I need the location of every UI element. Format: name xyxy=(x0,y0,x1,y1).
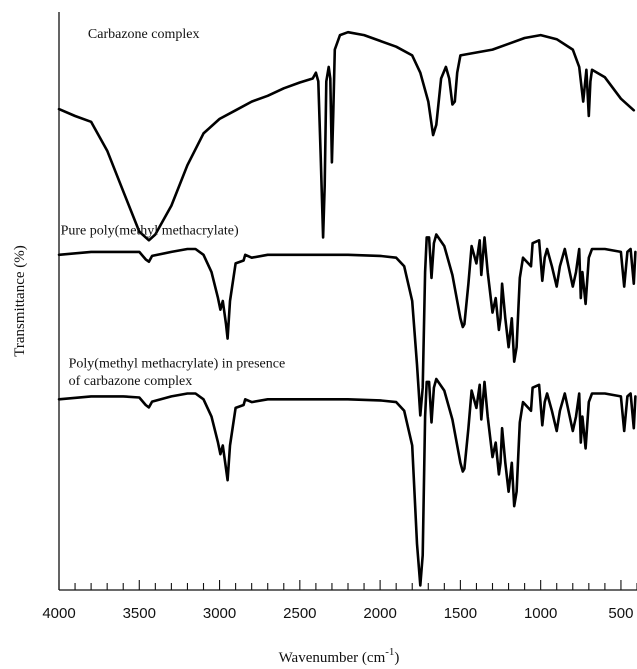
series-label: Pure poly(methyl methacrylate) xyxy=(61,224,239,239)
x-axis-label-close: ) xyxy=(394,650,399,666)
x-axis-label-main: Wavenumber (cm xyxy=(279,650,386,666)
x-tick-label: 4000 xyxy=(42,605,75,622)
x-tick-label: 1500 xyxy=(444,605,477,622)
x-axis-label: Wavenumber (cm-1) xyxy=(279,646,400,666)
x-tick-label: 2500 xyxy=(283,605,316,622)
x-tick-label: 1000 xyxy=(524,605,557,622)
spectra xyxy=(57,30,637,587)
spectrum-line-2 xyxy=(57,233,637,417)
x-axis-label-superscript: -1 xyxy=(385,646,394,658)
series-label: of carbazone complex xyxy=(69,374,193,389)
x-tick-label: 3000 xyxy=(203,605,236,622)
x-axis-ticks xyxy=(58,580,637,590)
x-tick-label: 3500 xyxy=(123,605,156,622)
y-axis-label: Transmittance (%) xyxy=(12,245,28,357)
series-label: Carbazone complex xyxy=(88,27,200,42)
x-axis-tick-labels: 4000 3500 3000 2500 2000 1500 1000 500 xyxy=(42,605,633,622)
spectrum-line-3 xyxy=(57,377,637,587)
x-tick-label: 500 xyxy=(608,605,633,622)
series-label: Poly(methyl methacrylate) in presence xyxy=(69,356,286,371)
x-tick-label: 2000 xyxy=(363,605,396,622)
spectrum-line-1 xyxy=(57,30,636,242)
series-annotations: Carbazone complex Pure poly(methyl methac… xyxy=(61,27,286,389)
